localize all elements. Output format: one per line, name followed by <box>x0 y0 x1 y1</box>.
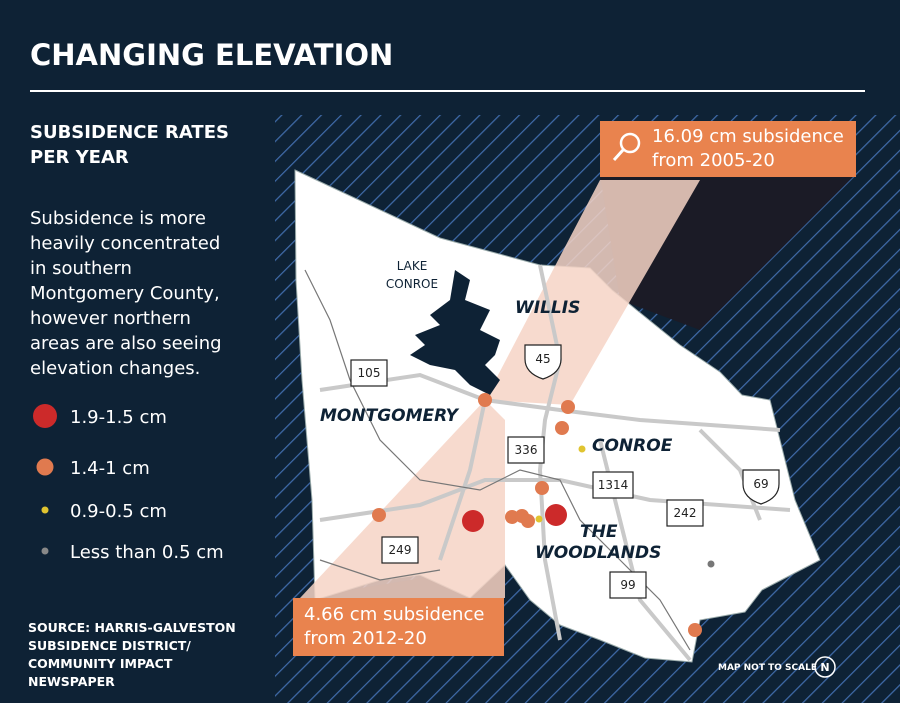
magnifier-icon <box>612 148 625 162</box>
ray <box>300 400 505 598</box>
source-line: COMMUNITY IMPACT <box>28 656 173 671</box>
place: THE <box>580 522 618 542</box>
source-line: SUBSIDENCE DISTRICT/ <box>28 638 191 653</box>
legend-label: 1.9-1.5 cm <box>70 407 167 428</box>
highway: 45 <box>535 352 550 366</box>
north-label: N <box>820 661 829 674</box>
place: MONTGOMERY <box>320 406 460 426</box>
callout-text: from 2005-20 <box>652 150 775 171</box>
description-line: areas are also seeing <box>30 333 222 354</box>
legend-swatch <box>41 547 49 555</box>
place: LAKE <box>397 259 428 273</box>
site-dot <box>545 504 567 526</box>
description-line: heavily concentrated <box>30 233 220 254</box>
legend-swatch <box>36 458 54 476</box>
callout-box <box>293 598 504 656</box>
north-icon <box>814 656 836 678</box>
site-dot <box>688 623 702 637</box>
highway: 105 <box>358 366 381 380</box>
highway: 336 <box>515 443 538 457</box>
site-dot <box>478 393 492 407</box>
site-dot <box>578 445 586 453</box>
legend-label: Less than 0.5 cm <box>70 542 224 563</box>
site-dot <box>707 560 715 568</box>
site-dot <box>521 514 535 528</box>
description-line: however northern <box>30 308 191 329</box>
magnifier-icon <box>619 132 641 154</box>
lake <box>410 270 500 395</box>
legend-swatch <box>41 506 49 514</box>
shields <box>350 344 780 599</box>
highway: 69 <box>753 477 768 491</box>
highway: 99 <box>620 578 635 592</box>
description-line: Subsidence is more <box>30 208 206 229</box>
sidebar-heading: PER YEAR <box>30 147 129 168</box>
place: WOODLANDS <box>535 543 661 563</box>
highway: 242 <box>674 506 697 520</box>
legend-label: 0.9-0.5 cm <box>70 501 167 522</box>
callout-box <box>600 121 856 177</box>
place: WILLIS <box>515 298 580 318</box>
title: CHANGING ELEVATION <box>30 38 393 72</box>
callout-text: 16.09 cm subsidence <box>652 126 844 147</box>
description-line: in southern <box>30 258 132 279</box>
highway: 249 <box>389 543 412 557</box>
site-dot <box>462 510 484 532</box>
legend-label: 1.4-1 cm <box>70 458 150 479</box>
callout-text: 4.66 cm subsidence <box>304 604 484 625</box>
site-dot <box>372 508 386 522</box>
legend-swatch <box>33 404 57 428</box>
site-dot <box>561 400 575 414</box>
callout-text: from 2012-20 <box>304 628 427 649</box>
description: Subsidence is more heavily concentrated … <box>30 208 222 379</box>
sidebar-heading: SUBSIDENCE RATES <box>30 122 229 143</box>
highway: 1314 <box>598 478 629 492</box>
rivers <box>304 269 691 651</box>
site-dot <box>535 515 543 523</box>
description-line: Montgomery County, <box>30 283 220 304</box>
place: CONROE <box>592 436 673 456</box>
place: CONROE <box>386 277 438 291</box>
highway-labels: 105 45 336 1314 242 69 249 99 <box>358 352 769 592</box>
source-line: SOURCE: HARRIS-GALVESTON <box>28 620 236 635</box>
sites <box>372 393 715 637</box>
description-line: elevation changes. <box>30 358 200 379</box>
scale-note: MAP NOT TO SCALE <box>718 663 817 673</box>
source-line: NEWSPAPER <box>28 674 115 689</box>
site-dot <box>555 421 569 435</box>
site-dot <box>535 481 549 495</box>
